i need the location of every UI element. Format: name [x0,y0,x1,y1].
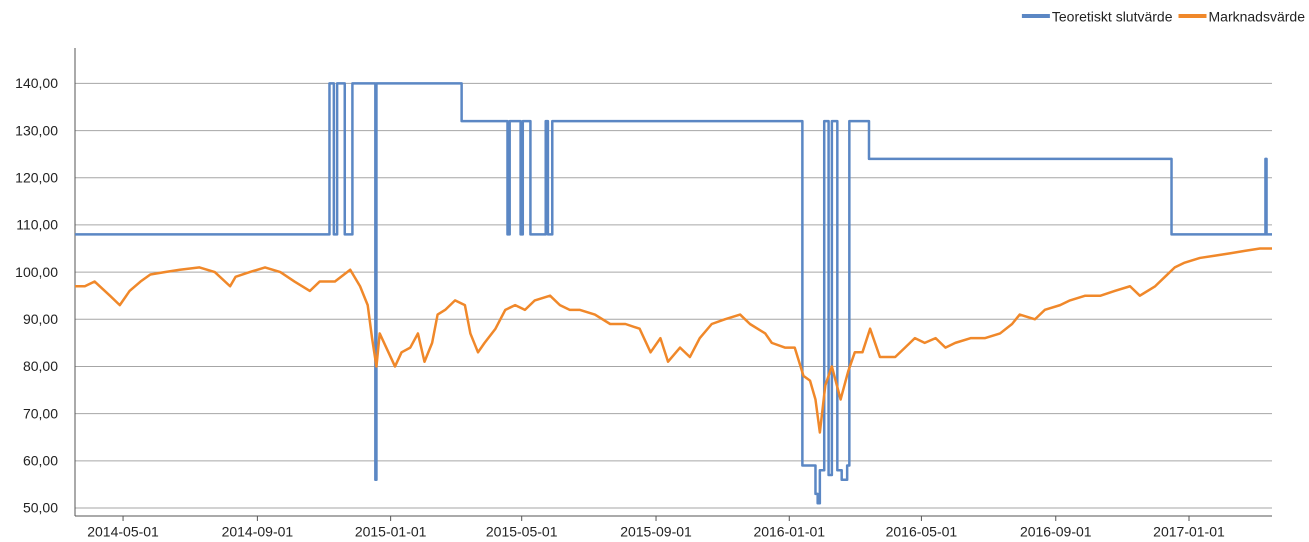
series-line [75,82,1272,505]
y-tick-label: 70,00 [23,405,58,421]
x-tick-label: 2016-09-01 [1020,524,1092,540]
y-tick-label: 120,00 [15,169,58,185]
y-tick-label: 130,00 [15,122,58,138]
y-tick-label: 80,00 [23,358,58,374]
x-tick-label: 2016-05-01 [886,524,958,540]
series-line [75,247,1272,434]
x-tick-label: 2015-05-01 [486,524,558,540]
x-tick-label: 2017-01-01 [1153,524,1225,540]
y-tick-label: 50,00 [23,500,58,516]
x-tick-label: 2014-09-01 [222,524,294,540]
y-tick-label: 110,00 [16,217,58,233]
legend-label: Marknadsvärde [1209,9,1306,25]
y-tick-label: 140,00 [15,75,58,91]
x-tick-label: 2014-05-01 [87,524,159,540]
legend-label: Teoretiskt slutvärde [1052,9,1173,25]
y-tick-label: 90,00 [23,311,58,327]
x-tick-label: 2016-01-01 [753,524,825,540]
x-tick-label: 2015-01-01 [355,524,427,540]
x-tick-label: 2015-09-01 [620,524,692,540]
y-tick-label: 60,00 [23,453,58,469]
y-tick-label: 100,00 [15,264,58,280]
